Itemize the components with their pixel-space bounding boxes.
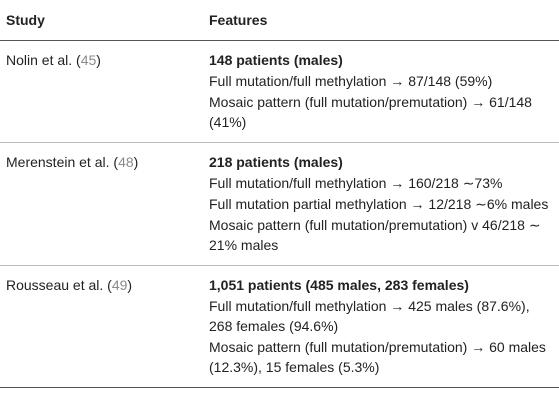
study-text: ) [96, 52, 101, 68]
feature-heading: 1,051 patients (485 males, 283 females) [209, 277, 469, 293]
reference-number: 48 [118, 154, 134, 170]
table-row: Nolin et al. (45) 148 patients (males) Ful… [0, 40, 559, 143]
table-body: Nolin et al. (45) 148 patients (males) Ful… [0, 40, 559, 388]
feature-item: Full mutation partial methylation → 12/2… [209, 196, 549, 212]
feature-item: Mosaic pattern (full mutation/premutatio… [209, 217, 541, 253]
study-cell: Merenstein et al. (48) [0, 142, 203, 266]
study-text: Rousseau et al. ( [6, 277, 112, 293]
study-cell: Nolin et al. (45) [0, 40, 203, 143]
header-cell: Features [203, 0, 559, 41]
table-row: Rousseau et al. (49) 1,051 patients (485 … [0, 265, 559, 388]
study-text: ) [133, 154, 139, 170]
features-cell: 1,051 patients (485 males, 283 females) F… [203, 265, 559, 388]
reference-number: 49 [111, 277, 128, 293]
study-table: Study Features Nolin et al. (45) 148 pati… [0, 0, 559, 388]
study-cell: Rousseau et al. (49) [0, 265, 203, 388]
features-cell: 148 patients (males) Full mutation/full m… [203, 40, 559, 143]
study-text: Merenstein et al. ( [6, 154, 119, 170]
features-cell: 218 patients (males) Full mutation/full m… [203, 142, 559, 266]
feature-item: Mosaic pattern (full mutation/premutatio… [209, 94, 532, 130]
feature-item: Mosaic pattern (full mutation/premutatio… [209, 339, 546, 375]
table-row: Merenstein et al. (48) 218 patients (male… [0, 142, 559, 266]
header-row: Study Features [0, 0, 559, 41]
study-text: ) [127, 277, 133, 293]
feature-item: Full mutation/full methylation → 160/218… [209, 175, 503, 191]
feature-heading: 218 patients (males) [209, 154, 343, 170]
study-text: Nolin et al. ( [6, 52, 81, 68]
feature-item: Full mutation/full methylation → 87/148 … [209, 73, 493, 89]
reference-number: 45 [80, 52, 97, 68]
header-cell: Study [0, 0, 203, 41]
feature-heading: 148 patients (males) [209, 52, 343, 68]
feature-item: Full mutation/full methylation → 425 mal… [209, 298, 530, 334]
